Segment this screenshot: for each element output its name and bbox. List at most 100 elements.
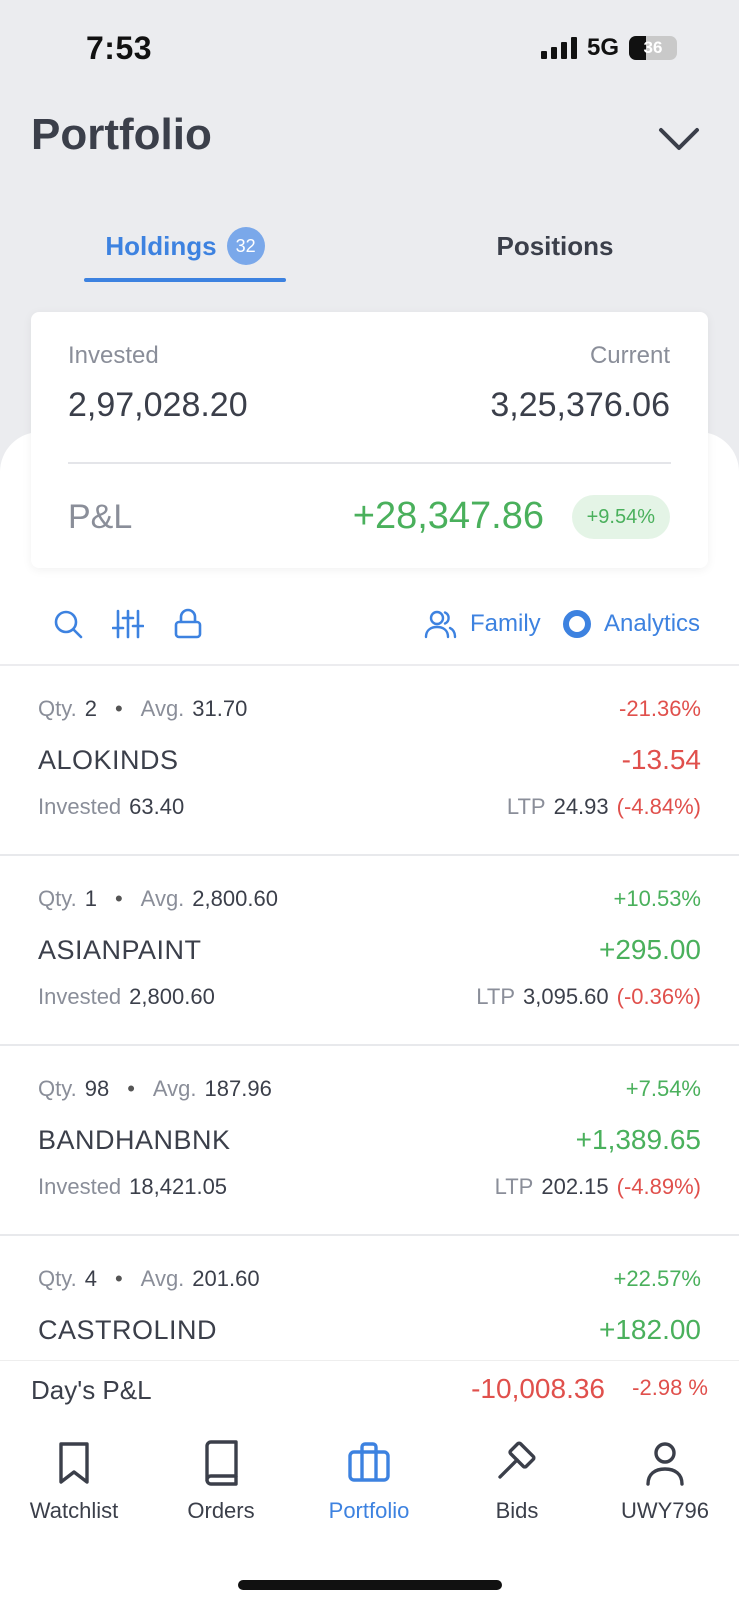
holding-row-castrolind[interactable]: Qty. 4 • Avg. 201.60 +22.57% CASTROLIND … (0, 1236, 739, 1426)
ltp-change: (-4.84%) (616, 794, 701, 819)
holding-pnl: +295.00 (599, 934, 701, 965)
family-users-icon (424, 610, 457, 639)
analytics-ring-icon (563, 610, 591, 638)
book-icon (205, 1440, 238, 1486)
invested-value: 2,97,028.20 (68, 386, 248, 424)
holding-pnl: +1,389.65 (575, 1124, 701, 1155)
invested-label: Invested (38, 794, 122, 819)
tab-holdings[interactable]: Holdings 32 (85, 210, 285, 282)
bottom-nav: Watchlist Orders Portfolio Bids (0, 1424, 739, 1600)
ltp-label: LTP (476, 984, 515, 1009)
content-sheet (0, 432, 739, 1432)
avg-value: 2,800.60 (192, 886, 278, 911)
nav-account[interactable]: UWY796 (595, 1440, 735, 1524)
filter-sliders-icon[interactable] (112, 608, 144, 640)
pl-value: +28,347.86 (352, 495, 544, 537)
avg-label: Avg. (140, 1266, 185, 1291)
nav-label: Portfolio (328, 1498, 410, 1523)
qty-value: 4 (84, 1266, 97, 1291)
return-percent: +7.54% (625, 1076, 701, 1101)
tab-holdings-label: Holdings (105, 230, 217, 261)
battery-icon: 36 (629, 36, 677, 60)
avg-label: Avg. (140, 696, 185, 721)
briefcase-icon (348, 1442, 390, 1482)
invested-amount: 2,800.60 (129, 984, 215, 1009)
avg-value: 31.70 (192, 696, 248, 721)
invested-label: Invested (68, 342, 159, 369)
divider (0, 664, 739, 666)
status-indicators: 5G 36 (540, 34, 677, 62)
nav-label: UWY796 (620, 1498, 710, 1523)
ltp-label: LTP (506, 794, 546, 819)
family-label: Family (470, 610, 541, 637)
invested-amount: 63.40 (129, 794, 185, 819)
status-time: 7:53 (86, 30, 153, 66)
holdings-list: Qty. 2 • Avg. 31.70 -21.36% ALOKINDS -13… (0, 666, 739, 1426)
return-percent: -21.36% (619, 696, 701, 721)
ltp-value: 3,095.60 (523, 984, 609, 1009)
qty-value: 98 (84, 1076, 110, 1101)
nav-portfolio[interactable]: Portfolio (299, 1440, 439, 1524)
nav-orders[interactable]: Orders (151, 1440, 291, 1524)
holding-row-bandhanbnk[interactable]: Qty. 98 • Avg. 187.96 +7.54% BANDHANBNK … (0, 1046, 739, 1236)
signal-icon (540, 37, 577, 59)
days-pl-bar[interactable]: Day's P&L -10,008.36 -2.98 % (0, 1360, 739, 1424)
days-pl-value: -10,008.36 (471, 1373, 605, 1404)
ltp-change: (-0.36%) (616, 984, 701, 1009)
stock-symbol: BANDHANBNK (38, 1124, 231, 1155)
holding-row-asianpaint[interactable]: Qty. 1 • Avg. 2,800.60 +10.53% ASIANPAIN… (0, 856, 739, 1046)
portfolio-tabs: Holdings 32 Positions (0, 210, 739, 285)
separator-dot: • (114, 1266, 123, 1291)
ltp-value: 202.15 (541, 1174, 609, 1199)
qty-value: 2 (84, 696, 97, 721)
bookmark-icon (59, 1442, 89, 1484)
family-button[interactable]: Family (424, 604, 541, 644)
invested-label: Invested (38, 984, 122, 1009)
nav-bids[interactable]: Bids (447, 1440, 587, 1524)
invested-label: Invested (38, 1174, 122, 1199)
avg-label: Avg. (140, 886, 185, 911)
battery-level: 36 (643, 38, 663, 57)
qty-label: Qty. (38, 1266, 77, 1291)
holding-row-alokinds[interactable]: Qty. 2 • Avg. 31.70 -21.36% ALOKINDS -13… (0, 666, 739, 856)
nav-watchlist[interactable]: Watchlist (4, 1440, 144, 1524)
nav-label: Watchlist (29, 1498, 119, 1523)
page-header: Portfolio (31, 110, 708, 180)
home-indicator (238, 1580, 502, 1590)
days-pl-label: Day's P&L (31, 1375, 152, 1405)
lock-icon[interactable] (172, 608, 204, 640)
current-label: Current (589, 342, 670, 369)
analytics-label: Analytics (604, 610, 701, 637)
nav-label: Bids (495, 1498, 539, 1523)
pl-percent-badge: +9.54% (571, 495, 670, 539)
analytics-button[interactable]: Analytics (562, 604, 700, 644)
user-icon (646, 1442, 684, 1486)
separator-dot: • (127, 1076, 135, 1101)
network-type: 5G (586, 34, 619, 61)
search-icon[interactable] (52, 608, 84, 640)
avg-label: Avg. (152, 1076, 197, 1101)
stock-symbol: ALOKINDS (38, 744, 179, 775)
qty-label: Qty. (38, 1076, 77, 1101)
active-tab-indicator (84, 278, 286, 282)
separator-dot: • (114, 886, 123, 911)
qty-label: Qty. (38, 696, 77, 721)
holdings-count-badge: 32 (226, 227, 265, 265)
portfolio-summary-card: Invested Current 2,97,028.20 3,25,376.06… (31, 312, 708, 568)
holding-pnl: +182.00 (599, 1314, 701, 1345)
days-pl-percent: -2.98 % (632, 1375, 708, 1400)
avg-value: 187.96 (204, 1076, 272, 1101)
return-percent: +10.53% (613, 886, 701, 911)
nav-label: Orders (187, 1498, 255, 1523)
stock-symbol: ASIANPAINT (38, 934, 202, 965)
chevron-down-icon[interactable] (658, 124, 700, 154)
ltp-label: LTP (494, 1174, 534, 1199)
tab-positions[interactable]: Positions (496, 230, 614, 261)
current-value: 3,25,376.06 (490, 386, 670, 424)
invested-amount: 18,421.05 (129, 1174, 228, 1199)
qty-label: Qty. (38, 886, 77, 911)
pl-label: P&L (68, 498, 133, 536)
holdings-toolbar: Family Analytics (0, 600, 739, 650)
return-percent: +22.57% (613, 1266, 701, 1291)
stock-symbol: CASTROLIND (38, 1314, 218, 1345)
